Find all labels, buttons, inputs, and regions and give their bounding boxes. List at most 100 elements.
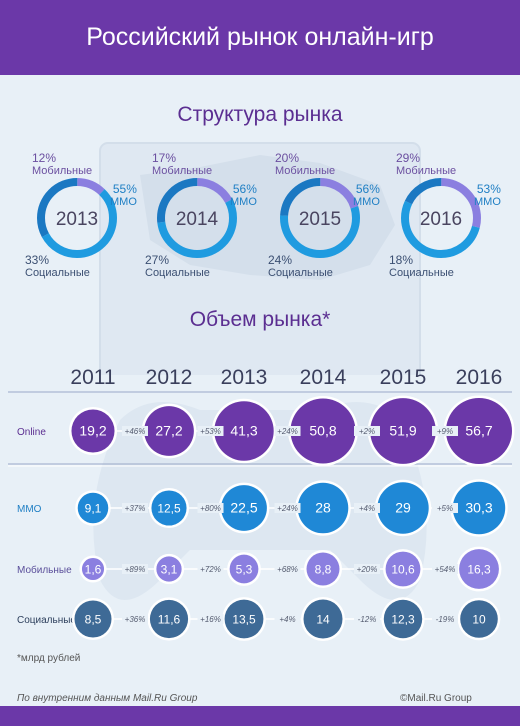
row-label-0: Online	[17, 427, 46, 438]
growth-label: +54%	[435, 565, 456, 574]
donut-2015-mobile-label: 20% Мобильные	[275, 152, 335, 178]
bubble-0-2013	[214, 401, 274, 461]
donut-2015-social-label: 24% Социальные	[268, 254, 333, 280]
mobile-percent: 29%	[396, 151, 421, 165]
bubble-value: 16,3	[467, 563, 491, 577]
bubble-value: 5,3	[236, 563, 253, 577]
donut-2016-mobile-label: 29% Мобильные	[396, 152, 456, 178]
bubble-2-2013	[229, 554, 259, 584]
bubble-3-2015	[383, 599, 423, 639]
bubble-0-2016	[446, 398, 512, 464]
growth-bg	[274, 426, 301, 436]
growth-label: +37%	[125, 504, 146, 513]
social-percent: 24%	[268, 253, 293, 267]
growth-bg	[354, 426, 380, 436]
donut-2016-mmo-segment	[401, 178, 481, 258]
mobile-percent: 17%	[152, 151, 177, 165]
bubble-value: 41,3	[230, 423, 257, 439]
volume-bubble-chart: Online 19,2 27,2 41,3 50,8 51,9 56,7 +46% +53% +2…	[8, 391, 515, 641]
bubble-value: 13,5	[232, 613, 256, 627]
growth-label: +36%	[125, 615, 146, 624]
bubble-value: 14	[316, 613, 330, 627]
growth-label: +24%	[277, 427, 298, 436]
social-label: Социальные	[25, 267, 90, 279]
year-header-2014: 2014	[299, 366, 347, 389]
donut-2013: 2013	[37, 178, 117, 258]
copyright-note: ©Mail.Ru Group	[400, 693, 472, 704]
mmo-label: MMO	[230, 196, 257, 208]
page-header: Российский рынок онлайн-игр	[0, 0, 520, 75]
year-header-2015: 2015	[379, 366, 427, 389]
growth-bg	[122, 503, 148, 513]
donut-2016-mobile-segment	[401, 178, 481, 258]
donut-year-label: 2014	[176, 209, 219, 230]
donut-2015-mmo-label: 56% MMO	[353, 183, 380, 209]
bubble-value: 12,3	[391, 613, 415, 627]
growth-label: +68%	[277, 565, 298, 574]
growth-label: +4%	[359, 504, 375, 513]
footer-bar	[0, 706, 520, 726]
bubble-value: 10,6	[391, 563, 415, 577]
bubble-2-2014	[306, 552, 340, 586]
donut-year-label: 2013	[56, 209, 98, 230]
year-header-2012: 2012	[145, 366, 193, 389]
growth-bg	[274, 503, 301, 513]
donut-2016: 2016	[401, 178, 481, 258]
bubble-2-2016	[459, 549, 499, 589]
growth-label: +2%	[359, 427, 375, 436]
social-percent: 33%	[25, 253, 50, 267]
donut-2016-social-label: 18% Социальные	[389, 254, 454, 280]
growth-label: +72%	[200, 565, 221, 574]
bubble-0-2012	[144, 406, 194, 456]
bubble-value: 22,5	[230, 500, 257, 516]
social-label: Социальные	[145, 267, 210, 279]
unit-note: *млрд рублей	[17, 653, 81, 664]
donut-2016-mmo-label: 53% MMO	[474, 183, 501, 209]
growth-label: +16%	[200, 615, 221, 624]
growth-bg	[354, 614, 380, 624]
growth-label: -19%	[436, 615, 455, 624]
bubble-value: 27,2	[155, 423, 182, 439]
growth-label: +53%	[200, 427, 221, 436]
bubble-value: 8,5	[85, 613, 102, 627]
bubble-value: 11,6	[158, 613, 181, 627]
bubble-2-2015	[385, 551, 421, 587]
donut-2013-mobile-label: 12% Мобильные	[32, 152, 92, 178]
growth-bg	[197, 503, 224, 513]
bubble-value: 50,8	[309, 423, 336, 439]
bubble-value: 10	[472, 613, 486, 627]
growth-bg	[354, 564, 380, 574]
bubble-2-2011	[81, 557, 105, 581]
mmo-label: MMO	[474, 196, 501, 208]
donut-2014-mmo-label: 56% MMO	[230, 183, 257, 209]
donut-2015-mmo-segment	[280, 178, 360, 258]
volume-title: Объем рынка*	[189, 308, 331, 331]
row-label-1: MMO	[17, 504, 42, 515]
bubble-value: 29	[395, 500, 411, 516]
donut-2014-mmo-segment	[157, 178, 237, 258]
mobile-label: Мобильные	[396, 165, 457, 177]
bubble-0-2015	[370, 398, 436, 464]
donut-2013-social-label: 33% Социальные	[25, 254, 90, 280]
bubble-1-2014	[297, 482, 349, 534]
bubble-value: 51,9	[389, 423, 416, 439]
mmo-percent: 56%	[355, 182, 380, 196]
mmo-percent: 55%	[112, 182, 137, 196]
growth-label: +4%	[279, 615, 295, 624]
mmo-label: MMO	[110, 196, 137, 208]
year-header-2011: 2011	[70, 366, 116, 389]
donut-2016-social-segment	[401, 178, 481, 258]
bubble-value: 8,8	[315, 563, 332, 577]
bubble-0-2011	[71, 409, 115, 453]
growth-bg	[432, 503, 458, 513]
bubble-value: 30,3	[465, 500, 492, 516]
growth-bg	[354, 503, 380, 513]
donut-year-label: 2015	[299, 209, 341, 230]
row-label-2: Мобильные	[17, 564, 72, 576]
bubble-value: 3,1	[161, 563, 178, 577]
bubble-2-2012	[156, 556, 182, 582]
structure-title: Структура рынка	[177, 103, 343, 126]
growth-bg	[274, 564, 301, 574]
bubble-1-2016	[452, 481, 506, 535]
growth-bg	[432, 426, 458, 436]
